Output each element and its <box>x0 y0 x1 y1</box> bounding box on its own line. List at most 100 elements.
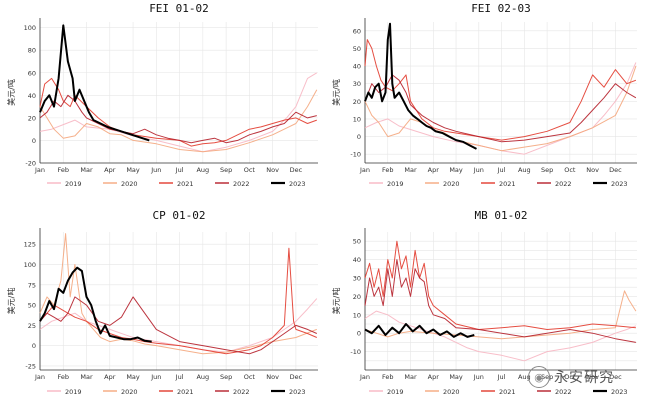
chart-3-legend-label-2022: 2022 <box>233 388 250 396</box>
wechat-logo-icon: ◉ <box>528 366 550 388</box>
chart-4-series-2021 <box>364 240 636 330</box>
chart-2-series-2021 <box>364 39 637 141</box>
chart-1-ytick-label: 80 <box>28 47 36 55</box>
chart-3-ytick-label: 100 <box>24 261 36 269</box>
chart-3-xtick-label: Feb <box>58 373 70 381</box>
chart-4-legend-label-2023: 2023 <box>611 388 628 396</box>
chart-1: -20 0 20 40 60 80 100 Jan Feb Mar Apr May Jun Jul Aug S… <box>6 2 318 188</box>
chart-3-xtick-label: Oct <box>244 373 256 381</box>
chart-3-xtick-label: Apr <box>104 373 116 381</box>
chart-1-xtick-label: Feb <box>58 166 70 174</box>
chart-3-xtick-label: Jan <box>34 373 45 381</box>
chart-3-ytick-label: -25 <box>25 362 36 370</box>
chart-2-xtick-label: Sep <box>541 166 553 174</box>
chart-3-xtick-label: May <box>126 373 140 381</box>
chart-4-xtick-label: Apr <box>428 373 440 381</box>
chart-3-xtick-label: Dec <box>290 373 303 381</box>
chart-2-ytick-label: 60 <box>353 27 361 35</box>
chart-2-xtick-label: Apr <box>428 166 440 174</box>
chart-3-ytick-label: 75 <box>28 281 36 289</box>
chart-2-xtick-label: Dec <box>609 166 622 174</box>
chart-1-series-2019 <box>39 72 318 153</box>
chart-2-title: FEI 02-03 <box>471 2 531 15</box>
chart-1-xtick-label: Jun <box>150 166 161 174</box>
chart-4-ytick-label: 20 <box>353 293 361 301</box>
chart-4-ytick-label: -10 <box>350 348 361 356</box>
chart-1-ytick-label: 0 <box>32 137 36 145</box>
chart-1-xtick-label: Oct <box>244 166 256 174</box>
chart-2-xtick-label: Aug <box>518 166 531 174</box>
chart-3-legend-label-2019: 2019 <box>65 388 82 396</box>
chart-4-ytick-label: 40 <box>353 256 361 264</box>
watermark-text: 永安研究 <box>554 370 614 386</box>
chart-1-legend-label-2020: 2020 <box>121 180 138 188</box>
watermark: ◉ 永安研究 <box>528 366 614 388</box>
chart-1-legend-label-2021: 2021 <box>177 180 194 188</box>
chart-4-ylabel: 美元/吨 <box>331 288 341 315</box>
chart-3-xtick-label: Nov <box>266 373 279 381</box>
chart-4-legend-label-2022: 2022 <box>555 388 572 396</box>
chart-2-legend-label-2022: 2022 <box>555 180 572 188</box>
chart-2-xtick-label: Jul <box>497 166 506 174</box>
chart-2-series-2022 <box>364 74 637 143</box>
chart-4-xtick-label: Jul <box>497 373 506 381</box>
chart-2-series-2023 <box>364 22 477 150</box>
chart-1-xtick-label: Aug <box>196 166 209 174</box>
chart-2-series-2019 <box>364 62 637 155</box>
chart-4-xtick-label: Feb <box>382 373 394 381</box>
chart-4-xtick-label: Dec <box>609 373 622 381</box>
chart-3-ylabel: 美元/吨 <box>6 288 16 315</box>
chart-3-xtick-label: Aug <box>196 373 209 381</box>
chart-3-ytick-label: 0 <box>32 342 36 350</box>
chart-4-title: MB 01-02 <box>475 209 528 222</box>
chart-3-ytick-label: 50 <box>28 302 36 310</box>
chart-3-xtick-label: Jul <box>175 373 184 381</box>
chart-4-xtick-label: Nov <box>586 373 599 381</box>
chart-2-xtick-label: May <box>449 166 463 174</box>
chart-4-xtick-label: Oct <box>564 373 576 381</box>
chart-4-legend-label-2019: 2019 <box>387 388 404 396</box>
chart-4-ytick-label: 0 <box>357 330 361 338</box>
chart-2-ytick-label: 0 <box>357 133 361 141</box>
chart-1-legend-label-2022: 2022 <box>233 180 250 188</box>
chart-4-series-2022 <box>364 259 636 343</box>
chart-1-xtick-label: May <box>126 166 140 174</box>
chart-3-xtick-label: Sep <box>220 373 232 381</box>
chart-1-series-2020 <box>39 89 318 153</box>
chart-2-ytick-label: 20 <box>353 98 361 106</box>
chart-3-xtick-label: Jun <box>150 373 161 381</box>
chart-1-ytick-label: 40 <box>28 92 36 100</box>
chart-4-ytick-label: 10 <box>353 311 361 319</box>
chart-3-ytick-label: 125 <box>24 241 36 249</box>
chart-4-series-2020 <box>364 290 637 340</box>
chart-1-ytick-label: 20 <box>28 114 36 122</box>
chart-2-xtick-label: Jun <box>473 166 484 174</box>
chart-1-xtick-label: Jul <box>175 166 184 174</box>
chart-2-ytick-label: 30 <box>353 80 361 88</box>
chart-2-ytick-label: 40 <box>353 63 361 71</box>
chart-1-xtick-label: Mar <box>80 166 93 174</box>
chart-2-ytick-label: -10 <box>350 151 361 159</box>
chart-1-legend-label-2023: 2023 <box>289 180 306 188</box>
chart-1-series-2023 <box>39 24 150 142</box>
chart-2-xtick-label: Nov <box>586 166 599 174</box>
chart-4-xtick-label: Mar <box>404 373 417 381</box>
chart-1-ytick-label: 60 <box>28 69 36 77</box>
chart-3-series-2020 <box>39 233 317 355</box>
chart-4-legend-label-2020: 2020 <box>443 388 460 396</box>
chart-3-xtick-label: Mar <box>80 373 93 381</box>
chart-3-legend-label-2023: 2023 <box>289 388 306 396</box>
chart-2-ylabel: 美元/吨 <box>331 79 341 106</box>
chart-1-ytick-label: 100 <box>24 24 36 32</box>
chart-1-title: FEI 01-02 <box>149 2 209 15</box>
chart-1-ylabel: 美元/吨 <box>6 79 16 106</box>
chart-1-xtick-label: Dec <box>290 166 303 174</box>
chart-2-legend-label-2020: 2020 <box>443 180 460 188</box>
chart-1-ytick-label: -20 <box>25 160 36 168</box>
chart-4-ytick-label: 50 <box>353 238 361 246</box>
chart-4-series-2019 <box>364 310 637 362</box>
chart-2-ytick-label: 10 <box>353 115 361 123</box>
chart-3: -25 0 25 50 75 100 125 Jan Feb Mar Apr May Jun Jul Aug… <box>6 209 318 396</box>
